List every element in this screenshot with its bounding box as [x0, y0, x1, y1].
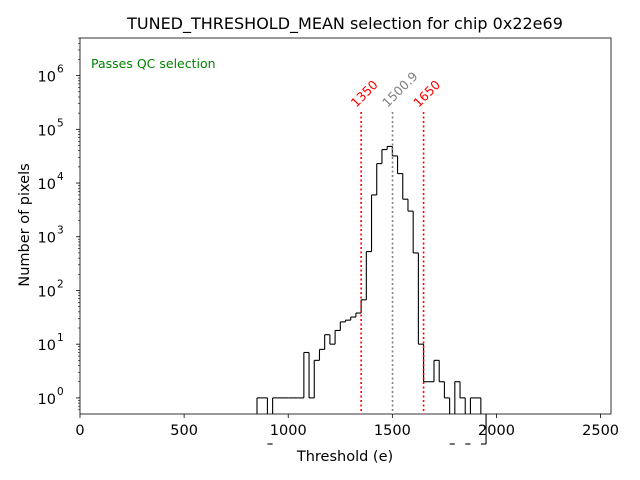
y-tick-label: 10: [38, 70, 56, 86]
y-tick-exponent: 6: [57, 64, 64, 76]
y-tick-exponent: 2: [57, 278, 64, 290]
y-tick-exponent: 1: [57, 332, 64, 344]
x-tick-label: 0: [75, 423, 84, 439]
x-tick-label: 500: [170, 423, 198, 439]
y-tick-label: 10: [38, 338, 56, 354]
y-tick-label: 10: [38, 392, 56, 408]
y-tick-exponent: 3: [57, 225, 64, 237]
x-tick-label: 1500: [374, 423, 411, 439]
x-tick-label: 2000: [478, 423, 515, 439]
y-tick-exponent: 4: [57, 171, 64, 183]
axes-frame: [79, 37, 612, 415]
y-tick-exponent: 5: [57, 117, 64, 129]
y-tick-label: 10: [38, 284, 56, 300]
x-tick-label: 2500: [582, 423, 619, 439]
y-tick-label: 10: [38, 123, 56, 139]
y-tick-exponent: 0: [57, 386, 64, 398]
y-tick-label: 10: [38, 177, 56, 193]
y-axis-label: Number of pixels: [17, 163, 33, 286]
x-axis-label: Threshold (e): [296, 449, 393, 465]
qc-annotation: Passes QC selection: [91, 56, 216, 71]
x-axis: 0 500 1000 1500 2000 2500: [75, 414, 619, 439]
x-tick-label: 1000: [270, 423, 307, 439]
chart-title: TUNED_THRESHOLD_MEAN selection for chip …: [126, 14, 563, 34]
y-tick-label: 10: [38, 231, 56, 247]
